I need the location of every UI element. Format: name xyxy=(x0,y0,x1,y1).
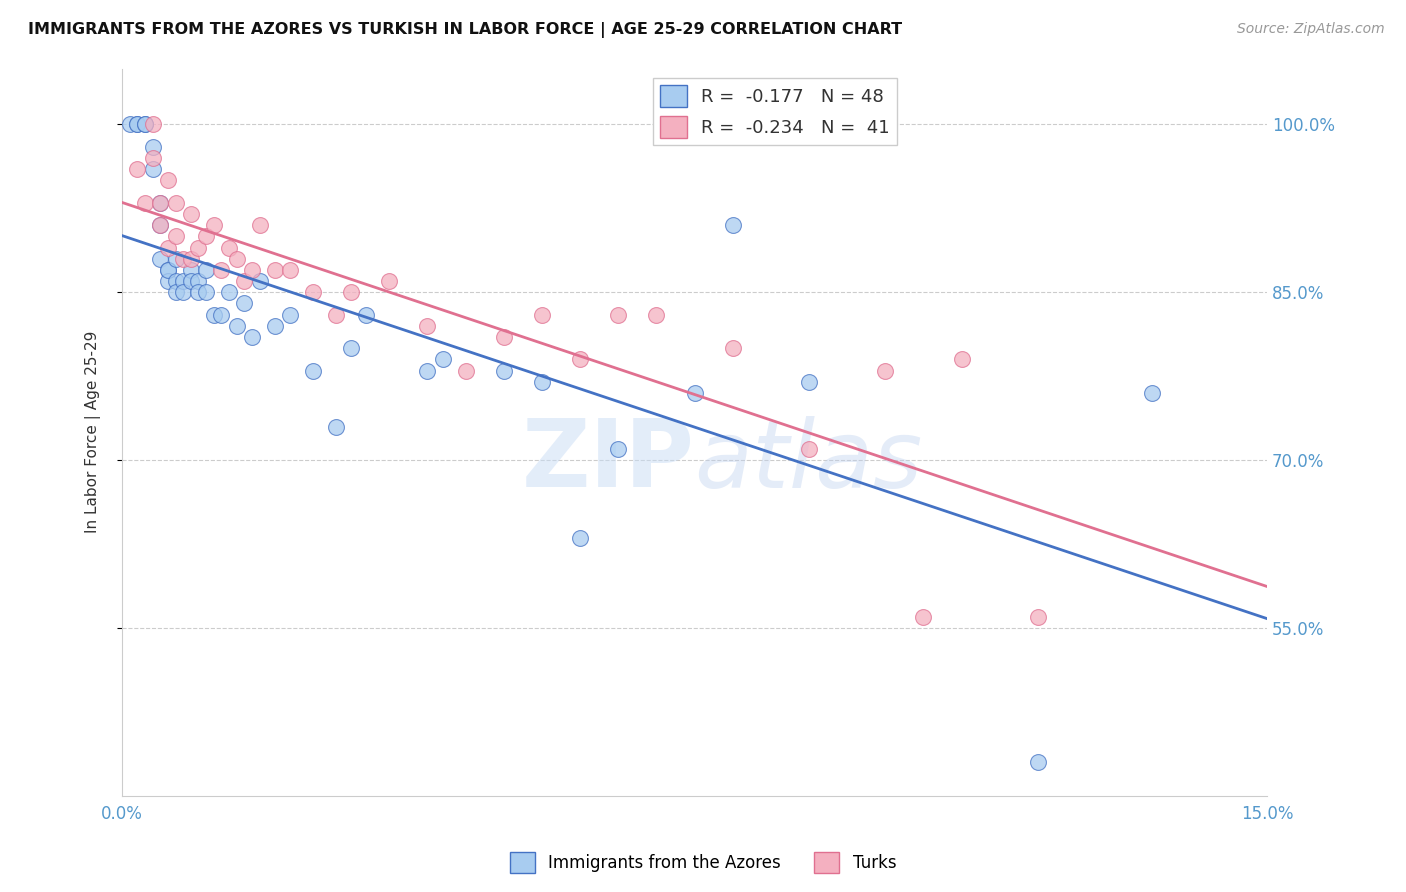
Point xyxy=(875,363,897,377)
Point xyxy=(240,263,263,277)
Point xyxy=(187,274,209,288)
Point xyxy=(142,118,165,132)
Point xyxy=(721,218,744,232)
Point xyxy=(1026,609,1049,624)
Point xyxy=(340,285,363,300)
Point xyxy=(218,241,240,255)
Point xyxy=(180,252,202,266)
Point xyxy=(156,173,179,187)
Point xyxy=(278,308,301,322)
Point xyxy=(156,263,179,277)
Point xyxy=(263,318,285,333)
Point xyxy=(218,285,240,300)
Point xyxy=(569,352,592,367)
Point xyxy=(172,285,194,300)
Point xyxy=(249,218,271,232)
Point xyxy=(225,318,247,333)
Point xyxy=(134,118,156,132)
Point xyxy=(165,285,187,300)
Legend: Immigrants from the Azores, Turks: Immigrants from the Azores, Turks xyxy=(503,846,903,880)
Legend: R =  -0.177   N = 48, R =  -0.234   N =  41: R = -0.177 N = 48, R = -0.234 N = 41 xyxy=(652,78,897,145)
Text: Source: ZipAtlas.com: Source: ZipAtlas.com xyxy=(1237,22,1385,37)
Point xyxy=(202,308,225,322)
Point xyxy=(950,352,973,367)
Point xyxy=(149,195,172,210)
Point xyxy=(180,263,202,277)
Point xyxy=(233,296,256,310)
Point xyxy=(127,118,149,132)
Point xyxy=(356,308,378,322)
Point xyxy=(149,195,172,210)
Point xyxy=(340,341,363,355)
Point xyxy=(240,330,263,344)
Point xyxy=(156,274,179,288)
Point xyxy=(432,352,454,367)
Point xyxy=(195,263,218,277)
Point xyxy=(569,532,592,546)
Point xyxy=(607,442,630,456)
Point xyxy=(233,274,256,288)
Point xyxy=(134,118,156,132)
Point xyxy=(325,308,347,322)
Point xyxy=(149,252,172,266)
Point xyxy=(492,330,515,344)
Point xyxy=(118,118,141,132)
Point xyxy=(165,229,187,244)
Point xyxy=(249,274,271,288)
Point xyxy=(797,375,820,389)
Text: atlas: atlas xyxy=(695,416,922,507)
Point xyxy=(142,140,165,154)
Point xyxy=(416,363,439,377)
Point xyxy=(149,218,172,232)
Point xyxy=(134,195,156,210)
Y-axis label: In Labor Force | Age 25-29: In Labor Force | Age 25-29 xyxy=(86,331,101,533)
Point xyxy=(127,162,149,177)
Point xyxy=(165,195,187,210)
Point xyxy=(172,252,194,266)
Point xyxy=(325,419,347,434)
Point xyxy=(209,308,232,322)
Point xyxy=(180,207,202,221)
Point xyxy=(142,151,165,165)
Point xyxy=(454,363,477,377)
Point xyxy=(416,318,439,333)
Point xyxy=(721,341,744,355)
Point xyxy=(492,363,515,377)
Point xyxy=(645,308,668,322)
Point xyxy=(149,218,172,232)
Point xyxy=(172,274,194,288)
Point xyxy=(302,363,325,377)
Point xyxy=(530,375,553,389)
Point xyxy=(278,263,301,277)
Point xyxy=(195,229,218,244)
Point xyxy=(195,285,218,300)
Point xyxy=(142,162,165,177)
Point xyxy=(378,274,401,288)
Point xyxy=(156,241,179,255)
Point xyxy=(607,308,630,322)
Point xyxy=(683,386,706,401)
Point xyxy=(156,263,179,277)
Point xyxy=(302,285,325,300)
Point xyxy=(912,609,935,624)
Point xyxy=(202,218,225,232)
Point xyxy=(1026,755,1049,769)
Point xyxy=(797,442,820,456)
Point xyxy=(1142,386,1164,401)
Point xyxy=(225,252,247,266)
Point xyxy=(127,118,149,132)
Point xyxy=(180,274,202,288)
Point xyxy=(209,263,232,277)
Point xyxy=(165,252,187,266)
Point xyxy=(187,285,209,300)
Point xyxy=(530,308,553,322)
Point xyxy=(263,263,285,277)
Point xyxy=(187,241,209,255)
Point xyxy=(165,274,187,288)
Text: ZIP: ZIP xyxy=(522,416,695,508)
Text: IMMIGRANTS FROM THE AZORES VS TURKISH IN LABOR FORCE | AGE 25-29 CORRELATION CHA: IMMIGRANTS FROM THE AZORES VS TURKISH IN… xyxy=(28,22,903,38)
